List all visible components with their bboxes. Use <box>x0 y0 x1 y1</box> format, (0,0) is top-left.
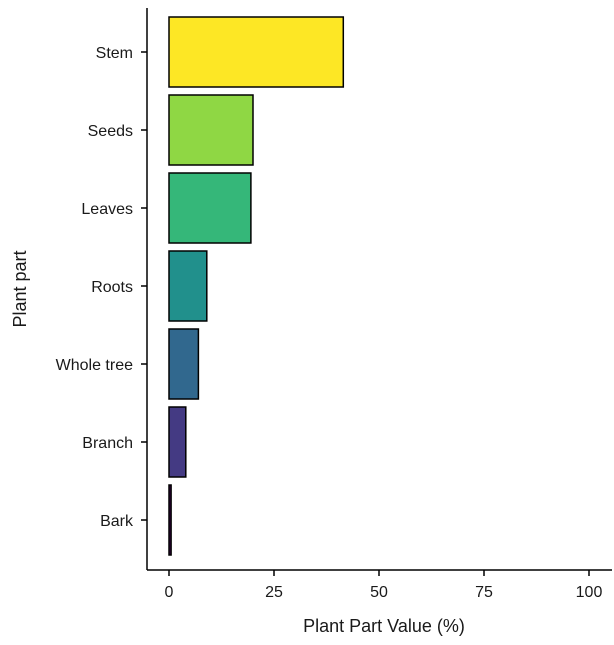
x-tick-label-50: 50 <box>370 584 388 601</box>
y-axis-title: Plant part <box>10 250 30 327</box>
y-tick-label-leaves: Leaves <box>81 201 133 218</box>
bar-roots <box>168 250 208 322</box>
bar-seeds <box>168 94 254 166</box>
bar-bark <box>168 484 172 556</box>
x-tick-label-100: 100 <box>576 584 603 601</box>
y-tick-label-bark: Bark <box>100 513 134 530</box>
x-tick-label-75: 75 <box>475 584 493 601</box>
bar-branch <box>168 406 187 478</box>
y-axis-ticks: Stem Seeds Leaves Roots Whole tree Branch Bark <box>56 45 147 530</box>
bars-group <box>168 16 345 556</box>
x-tick-label-0: 0 <box>165 584 174 601</box>
x-axis-title: Plant Part Value (%) <box>303 616 465 636</box>
y-tick-label-branch: Branch <box>82 435 133 452</box>
x-axis-ticks: 0 25 50 75 100 <box>165 570 603 601</box>
bar-whole-tree <box>168 328 200 400</box>
bar-stem <box>168 16 345 88</box>
y-tick-label-stem: Stem <box>96 45 133 62</box>
y-tick-label-seeds: Seeds <box>88 123 133 140</box>
y-tick-label-roots: Roots <box>91 279 133 296</box>
y-tick-label-whole-tree: Whole tree <box>56 357 133 374</box>
bar-leaves <box>168 172 252 244</box>
x-tick-label-25: 25 <box>265 584 283 601</box>
